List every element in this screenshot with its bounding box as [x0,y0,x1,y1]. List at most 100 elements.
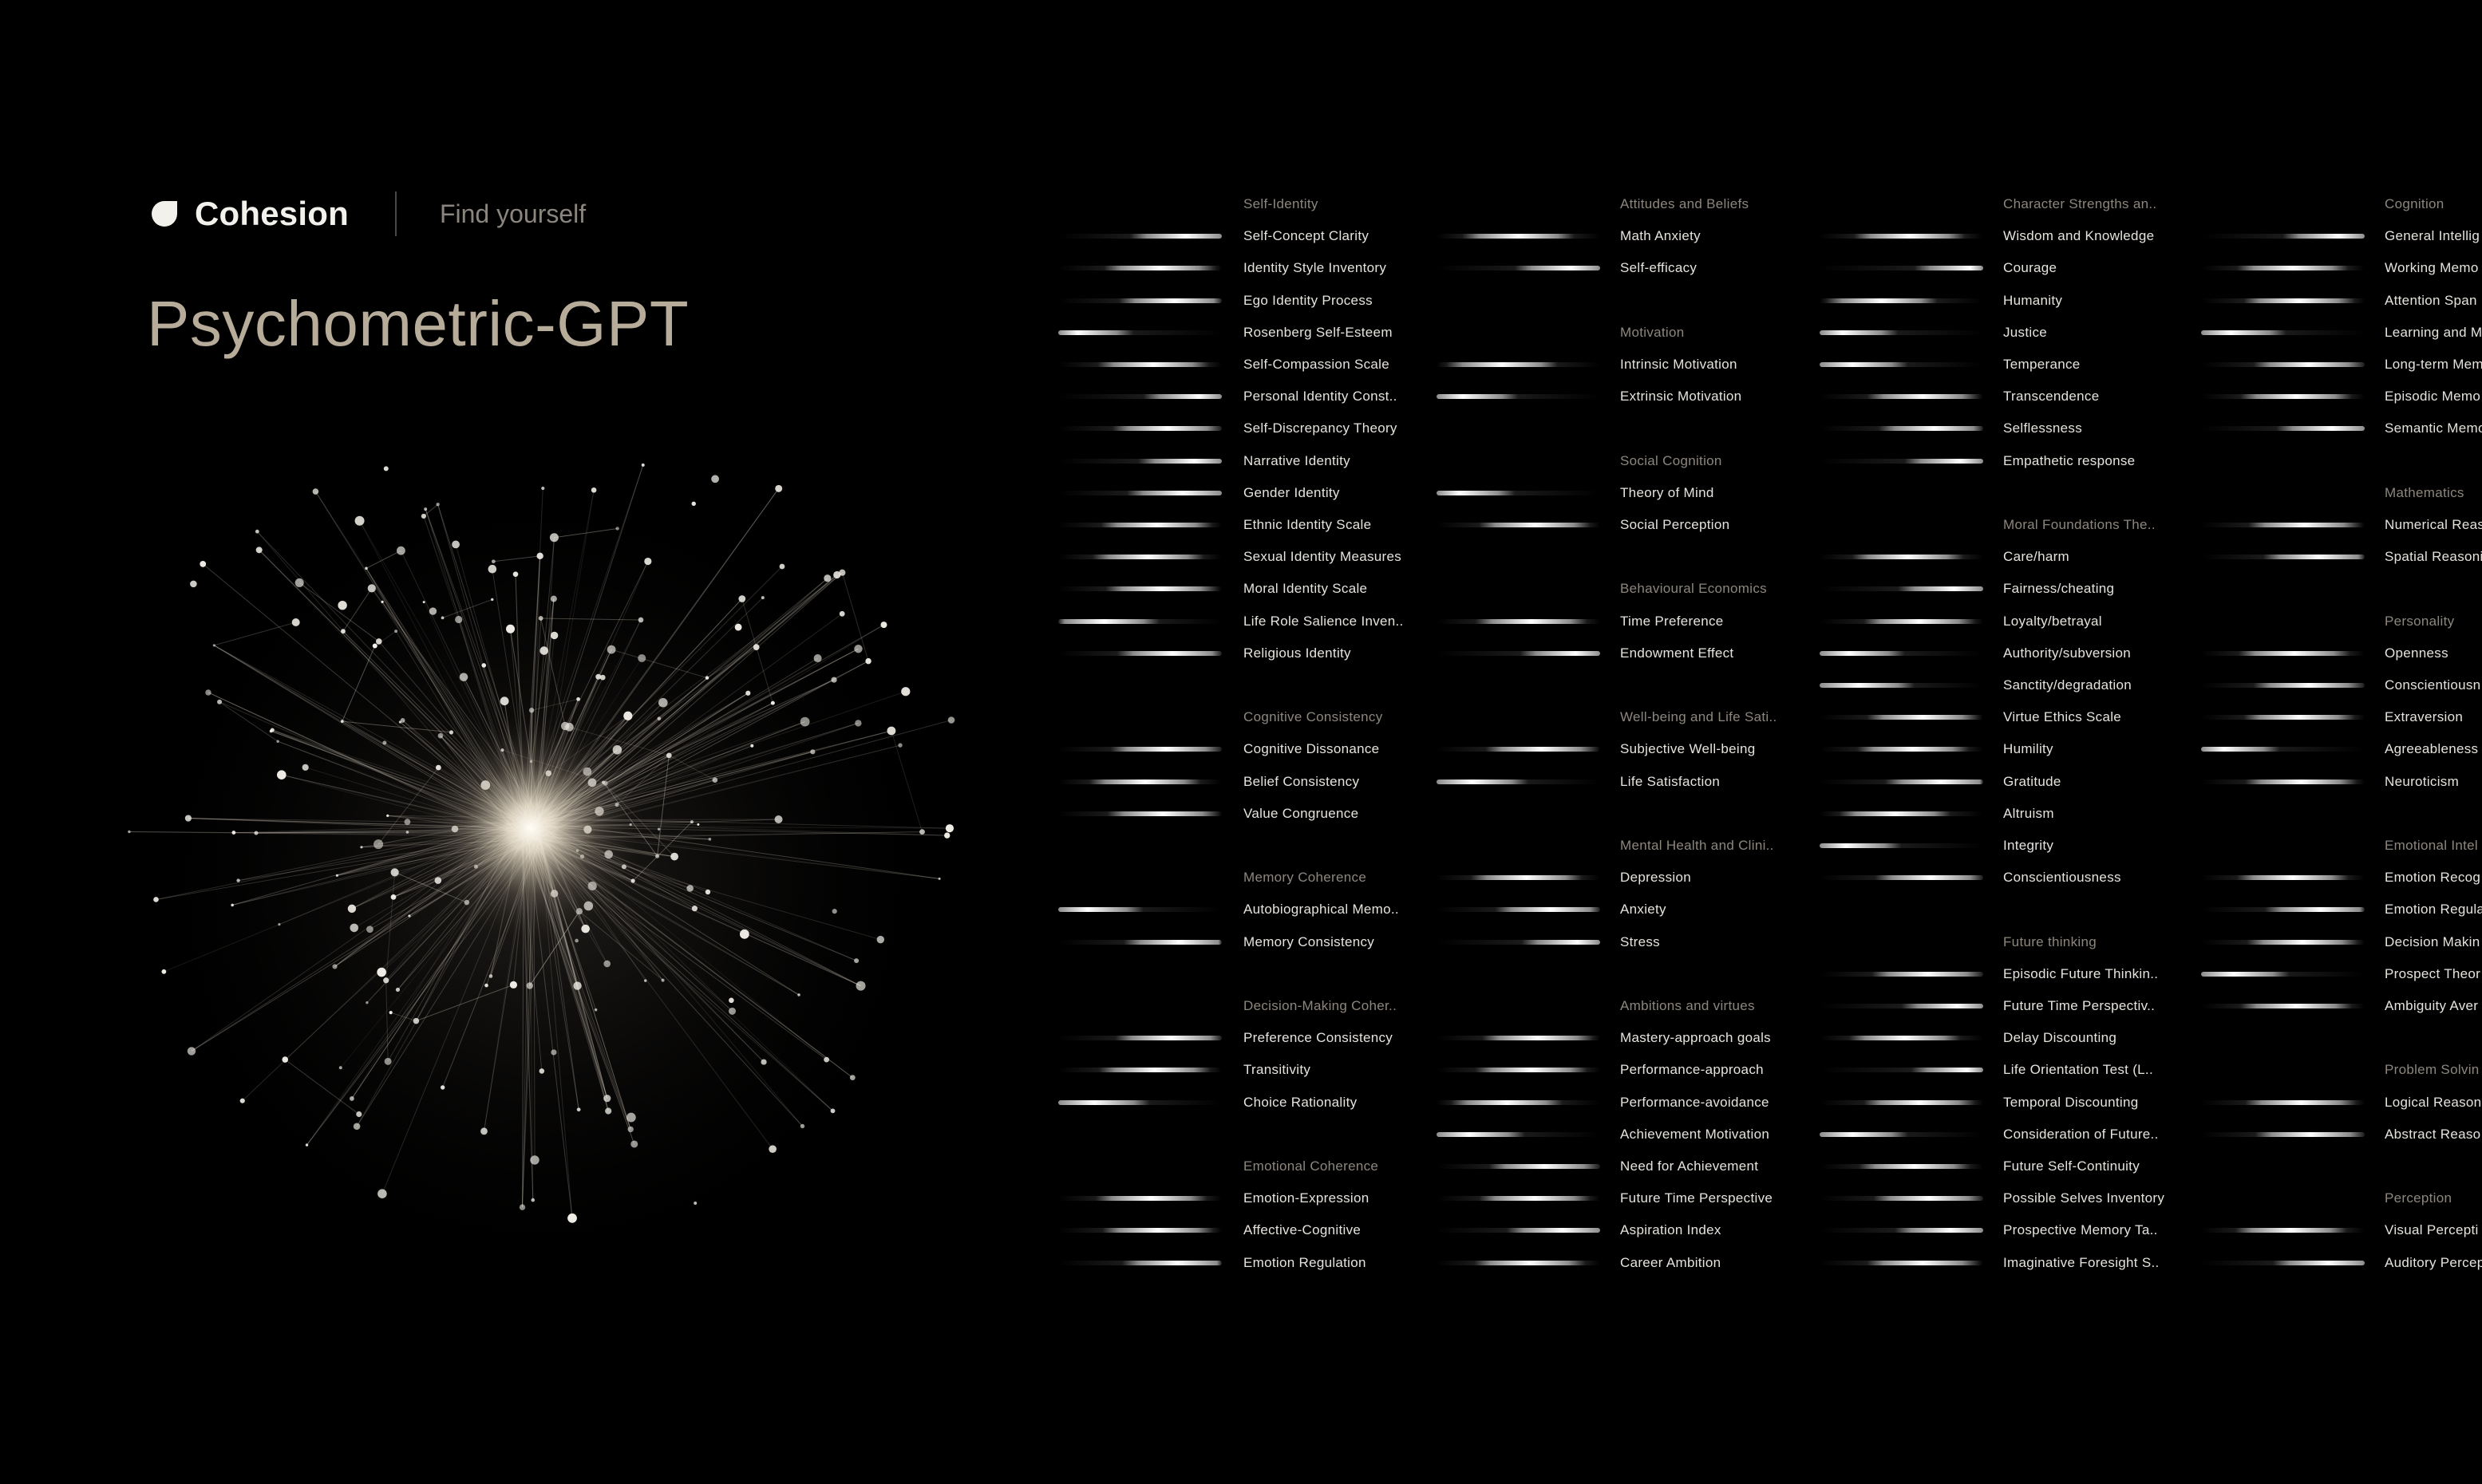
measure-label[interactable]: Career Ambition [1620,1254,1721,1270]
score-bar[interactable] [1058,330,1222,335]
score-bar[interactable] [1058,907,1222,913]
measure-label[interactable]: Future Self-Continuity [2003,1158,2140,1174]
measure-label[interactable]: Emotion Regula [2385,902,2482,918]
score-bar[interactable] [1437,939,1600,945]
measure-label[interactable]: Abstract Reaso [2385,1126,2481,1142]
measure-label[interactable]: Gratitude [2003,773,2061,789]
score-bar[interactable] [1437,266,1600,271]
measure-label[interactable]: Spatial Reasoni [2385,549,2482,565]
measure-label[interactable]: Transcendence [2003,389,2100,405]
score-bar[interactable] [1820,1099,1983,1105]
measure-label[interactable]: Wisdom and Knowledge [2003,228,2155,244]
score-bar[interactable] [1437,1196,1600,1202]
score-bar[interactable] [1820,330,1983,335]
score-bar[interactable] [1820,715,1983,720]
measure-label[interactable]: Life Orientation Test (L.. [2003,1062,2153,1078]
score-bar[interactable] [1437,1036,1600,1041]
measure-label[interactable]: Social Perception [1620,517,1730,532]
measure-label[interactable]: Transitivity [1243,1062,1311,1078]
measure-label[interactable]: Theory of Mind [1620,484,1714,500]
measure-label[interactable]: Conscientiousness [2003,870,2121,886]
measure-label[interactable]: Fairness/cheating [2003,581,2115,597]
score-bar[interactable] [1058,394,1222,400]
score-bar[interactable] [1437,1131,1600,1137]
measure-label[interactable]: General Intellig [2385,228,2480,244]
score-bar[interactable] [2201,875,2365,881]
score-bar[interactable] [1820,586,1983,592]
score-bar[interactable] [1058,1196,1222,1202]
measure-label[interactable]: Personal Identity Const.. [1243,389,1397,405]
score-bar[interactable] [1820,1131,1983,1137]
score-bar[interactable] [2201,683,2365,688]
score-bar[interactable] [2201,298,2365,303]
score-bar[interactable] [1058,523,1222,527]
measure-label[interactable]: Auditory Percep [2385,1254,2482,1270]
score-bar[interactable] [2201,650,2365,656]
score-bar[interactable] [1820,650,1983,656]
measure-label[interactable]: Achievement Motivation [1620,1126,1770,1142]
measure-label[interactable]: Justice [2003,324,2048,340]
measure-label[interactable]: Working Memo [2385,260,2479,276]
measure-label[interactable]: Imaginative Foresight S.. [2003,1254,2160,1270]
measure-label[interactable]: Value Congruence [1243,805,1359,821]
measure-label[interactable]: Decision Makin [2385,933,2480,949]
score-bar[interactable] [1820,1228,1983,1233]
score-bar[interactable] [1058,779,1222,784]
score-bar[interactable] [2201,779,2365,784]
score-bar[interactable] [2201,362,2365,367]
measure-label[interactable]: Attention Span [2385,292,2477,308]
score-bar[interactable] [1058,1099,1222,1105]
measure-label[interactable]: Life Role Salience Inven.. [1243,613,1404,629]
score-bar[interactable] [1437,394,1600,400]
measure-label[interactable]: Openness [2385,645,2448,661]
measure-label[interactable]: Need for Achievement [1620,1158,1759,1174]
measure-label[interactable]: Moral Identity Scale [1243,581,1368,597]
score-bar[interactable] [1058,1260,1222,1265]
measure-label[interactable]: Self-Discrepancy Theory [1243,420,1397,436]
measure-label[interactable]: Episodic Memo [2385,389,2481,405]
measure-label[interactable]: Neuroticism [2385,773,2460,789]
score-bar[interactable] [1437,362,1600,367]
score-bar[interactable] [2201,715,2365,720]
measure-label[interactable]: Logical Reason [2385,1094,2482,1110]
measure-label[interactable]: Courage [2003,260,2057,276]
measure-label[interactable]: Care/harm [2003,549,2070,565]
score-bar[interactable] [1820,1036,1983,1041]
score-bar[interactable] [2201,330,2365,335]
score-bar[interactable] [1437,1099,1600,1105]
measure-label[interactable]: Learning and M [2385,324,2482,340]
score-bar[interactable] [1058,266,1222,271]
measure-label[interactable]: Empathetic response [2003,452,2136,468]
measure-label[interactable]: Time Preference [1620,613,1724,629]
score-bar[interactable] [1437,779,1600,784]
score-bar[interactable] [1820,362,1983,367]
measure-label[interactable]: Visual Percepti [2385,1222,2479,1238]
score-bar[interactable] [1820,843,1983,848]
measure-label[interactable]: Extraversion [2385,709,2464,725]
measure-label[interactable]: Performance-avoidance [1620,1094,1769,1110]
score-bar[interactable] [1437,1068,1600,1073]
score-bar[interactable] [1058,426,1222,432]
score-bar[interactable] [1058,298,1222,303]
measure-label[interactable]: Life Satisfaction [1620,773,1721,789]
score-bar[interactable] [1058,1068,1222,1073]
measure-label[interactable]: Selflessness [2003,420,2083,436]
score-bar[interactable] [1437,523,1600,527]
measure-label[interactable]: Belief Consistency [1243,773,1360,789]
measure-label[interactable]: Autobiographical Memo.. [1243,902,1399,918]
measure-label[interactable]: Agreeableness [2385,741,2479,757]
measure-label[interactable]: Self-efficacy [1620,260,1697,276]
score-bar[interactable] [1058,747,1222,752]
leaf-drop-icon[interactable] [150,199,179,228]
score-bar[interactable] [1437,618,1600,624]
score-bar[interactable] [2201,1004,2365,1008]
score-bar[interactable] [1820,811,1983,816]
measure-label[interactable]: Emotion Regulation [1243,1254,1366,1270]
score-bar[interactable] [1058,234,1222,239]
score-bar[interactable] [1820,618,1983,624]
measure-label[interactable]: Extrinsic Motivation [1620,389,1742,405]
score-bar[interactable] [1437,234,1600,239]
measure-label[interactable]: Cognitive Dissonance [1243,741,1380,757]
score-bar[interactable] [1058,490,1222,495]
measure-label[interactable]: Episodic Future Thinkin.. [2003,965,2159,981]
